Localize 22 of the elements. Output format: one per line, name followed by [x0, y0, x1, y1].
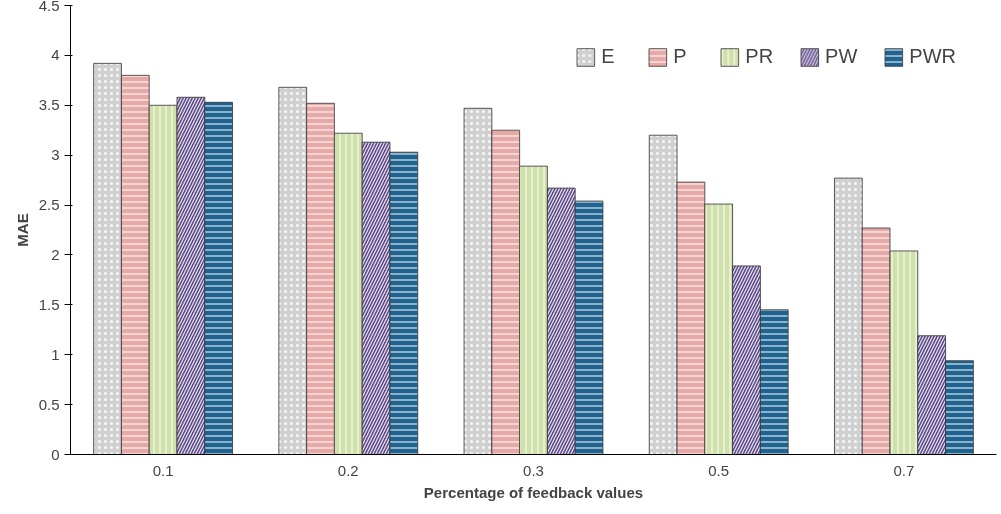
legend-label: E [601, 45, 616, 68]
y-tick-label: 0.5 [38, 395, 60, 413]
x-tick-label: 0.5 [708, 461, 730, 479]
x-tick-label: 0.7 [893, 461, 915, 479]
x-tick-label: 0.1 [152, 461, 174, 479]
y-tick-label: 4 [51, 46, 60, 64]
x-axis-title: Percentage of feedback values [423, 483, 644, 501]
y-tick-label: 3.5 [38, 96, 60, 114]
x-tick-label: 0.2 [337, 461, 359, 479]
y-tick-label: 0 [51, 445, 60, 463]
y-tick-label: 1 [51, 345, 60, 363]
legend-label: PR [745, 45, 774, 68]
legend-label: P [673, 45, 688, 68]
y-tick-label: 1.5 [38, 295, 60, 313]
legend-label: PW [825, 45, 858, 68]
x-tick-label: 0.3 [523, 461, 544, 479]
legend-label: PWR [909, 45, 956, 68]
y-tick-label: 2.5 [38, 196, 60, 214]
y-tick-label: 3 [51, 146, 60, 164]
y-tick-label: 4.5 [38, 0, 60, 14]
y-tick-label: 2 [51, 245, 60, 263]
y-axis-title: MAE [13, 213, 31, 247]
